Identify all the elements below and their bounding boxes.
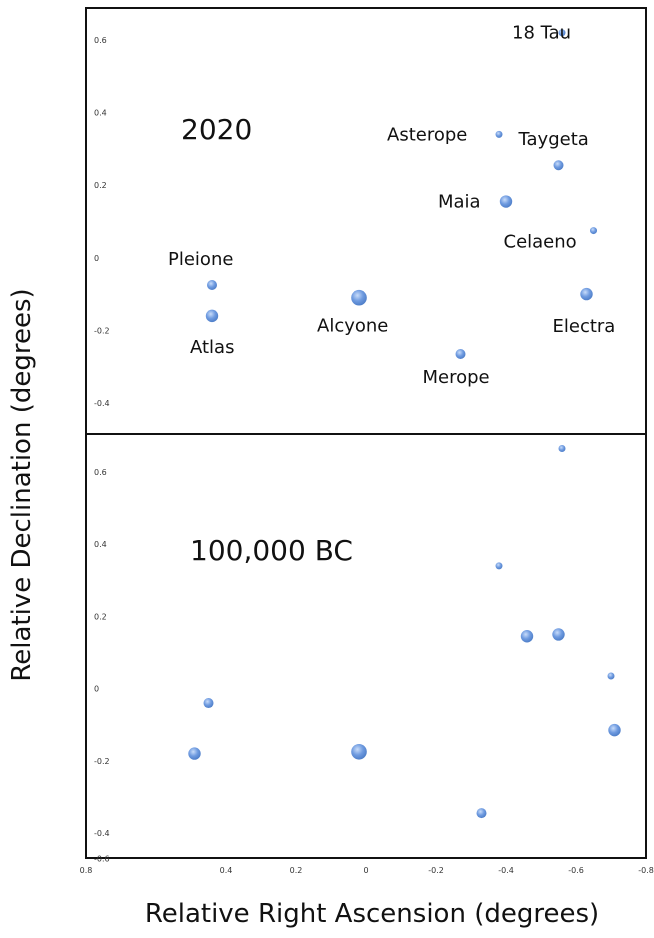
star-label: 18 Tau: [512, 23, 571, 44]
star-label: Electra: [553, 316, 616, 337]
star-marker: [590, 227, 597, 235]
star-marker: [351, 289, 367, 306]
star-marker: [520, 630, 534, 643]
star-marker: [495, 562, 503, 570]
star-markers: [188, 29, 621, 819]
tick-labels: 0.8 0.4 0.2 0 -0.2 -0.4 -0.6 -0.8 0.6 0.4 0.2 0 -0.2…: [80, 36, 654, 875]
y-tick-label: -0.6: [94, 854, 110, 863]
star-marker: [608, 723, 621, 737]
panel-2020-title: 2020: [181, 113, 252, 146]
x-tick-label: 0: [363, 866, 368, 875]
star-label: Asterope: [387, 124, 467, 145]
star-marker: [476, 808, 487, 819]
star-label: Atlas: [190, 337, 234, 358]
panel-100000bc-title: 100,000 BC: [190, 534, 353, 567]
y-tick-label: 0.2: [94, 181, 107, 190]
star-marker: [553, 160, 564, 171]
x-tick-label: -0.8: [638, 866, 654, 875]
y-tick-label: 0.2: [94, 612, 107, 621]
y-tick-label: 0.4: [94, 540, 107, 549]
star-marker: [455, 348, 466, 359]
star-marker: [558, 445, 566, 453]
star-marker: [207, 280, 217, 291]
star-marker: [495, 130, 503, 138]
star-marker: [188, 747, 201, 760]
y-tick-label: 0.6: [94, 36, 107, 45]
star-marker: [607, 672, 615, 680]
x-tick-label: -0.2: [428, 866, 444, 875]
star-label: Alcyone: [317, 316, 388, 337]
star-label: Taygeta: [518, 129, 589, 150]
y-axis-label: Relative Declination (degrees): [7, 288, 37, 681]
star-marker: [580, 287, 593, 301]
star-label: Merope: [423, 367, 490, 388]
x-tick-label: -0.6: [568, 866, 584, 875]
y-tick-label: 0: [94, 685, 99, 694]
star-marker: [552, 628, 565, 641]
panel-100000bc-frame: [85, 433, 647, 859]
star-label: Pleione: [168, 249, 233, 270]
y-tick-label: 0.6: [94, 468, 107, 477]
y-tick-label: -0.4: [94, 829, 110, 838]
y-tick-label: -0.4: [94, 399, 110, 408]
star-label: Maia: [438, 192, 481, 213]
star-label: Celaeno: [504, 232, 577, 253]
x-tick-label: -0.4: [498, 866, 514, 875]
star-marker: [205, 309, 219, 323]
y-tick-label: -0.2: [94, 326, 110, 335]
x-tick-label: 0.8: [80, 866, 93, 875]
panel-2020-frame: [85, 7, 647, 435]
star-marker: [203, 698, 214, 709]
star-marker: [499, 195, 513, 208]
x-axis-label: Relative Right Ascension (degrees): [145, 899, 599, 929]
x-tick-label: 0.2: [290, 866, 303, 875]
y-tick-label: 0: [94, 254, 99, 263]
y-tick-label: -0.2: [94, 757, 110, 766]
star-marker: [351, 743, 367, 760]
y-tick-label: 0.4: [94, 109, 107, 118]
star-marker: [558, 29, 566, 37]
x-tick-label: 0.4: [220, 866, 233, 875]
star-labels: 18 Tau Asterope Taygeta Maia Celaeno Pleione A…: [168, 23, 615, 388]
